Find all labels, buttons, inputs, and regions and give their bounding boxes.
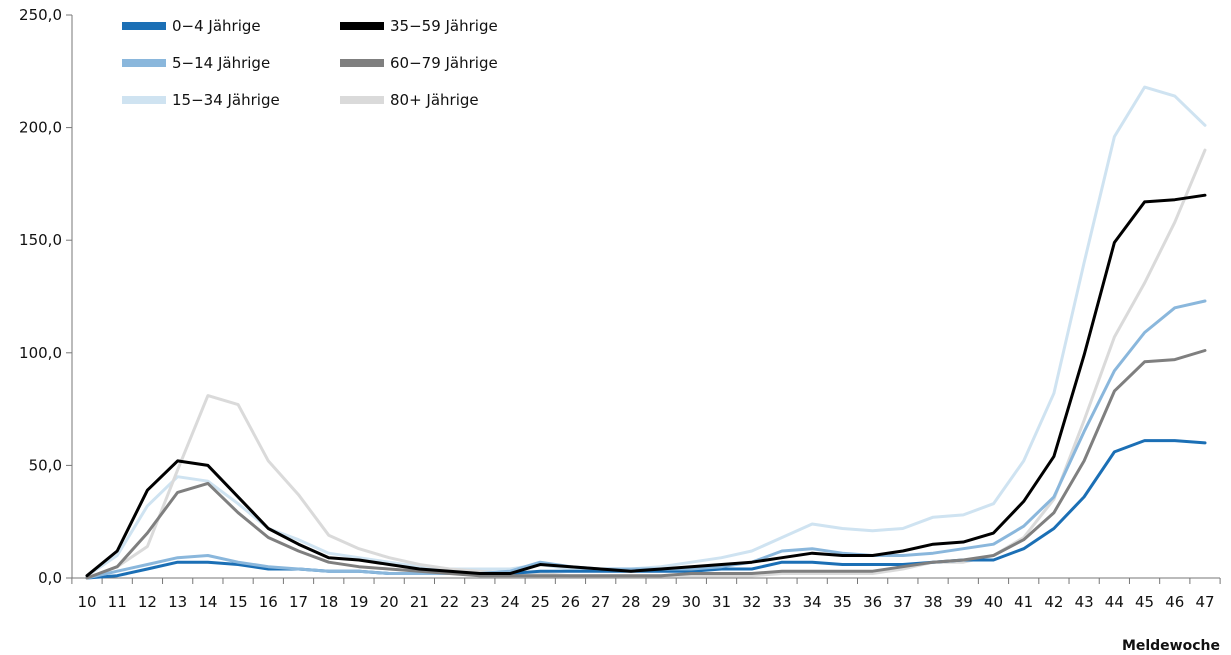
series-layer <box>85 85 1207 580</box>
legend: 0−4 Jährige 35−59 Jährige 5−14 Jährige 60−7… <box>122 17 498 109</box>
legend-label: 80+ Jährige <box>390 91 479 109</box>
legend-swatch <box>340 59 384 67</box>
x-tick-label: 43 <box>1075 593 1094 611</box>
x-tick-label: 46 <box>1165 593 1184 611</box>
legend-label: 35−59 Jährige <box>390 17 498 35</box>
y-tick-label: 100,0 <box>19 344 62 362</box>
legend-swatch <box>340 22 384 30</box>
y-tick-label: 250,0 <box>19 6 62 24</box>
x-tick-label: 27 <box>591 593 610 611</box>
y-tick-label: 0,0 <box>38 569 62 587</box>
x-tick-label: 19 <box>349 593 368 611</box>
x-tick-label: 23 <box>470 593 489 611</box>
legend-label: 15−34 Jährige <box>172 91 280 109</box>
y-tick-label: 150,0 <box>19 231 62 249</box>
x-tick-label: 41 <box>1014 593 1033 611</box>
series-line-35-59-j-hrige <box>85 193 1207 578</box>
x-tick-label: 40 <box>984 593 1003 611</box>
x-tick-label: 16 <box>259 593 278 611</box>
x-tick-label: 33 <box>772 593 791 611</box>
legend-label: 0−4 Jährige <box>172 17 261 35</box>
x-axis: 10 11 12 13 14 15 16 17 18 19 20 21 22 23 24 25 26 27 28 29… <box>71 577 1221 611</box>
x-tick-label: 26 <box>561 593 580 611</box>
y-tick-label: 200,0 <box>19 119 62 137</box>
x-tick-label: 34 <box>803 593 822 611</box>
x-tick-label: 20 <box>380 593 399 611</box>
series-line-15-34-j-hrige <box>85 85 1207 578</box>
x-tick-label: 14 <box>198 593 217 611</box>
x-tick-label: 45 <box>1135 593 1154 611</box>
legend-swatch <box>122 59 166 67</box>
x-tick-label: 37 <box>893 593 912 611</box>
legend-swatch <box>122 22 166 30</box>
x-tick-label: 39 <box>954 593 973 611</box>
legend-swatch <box>122 96 166 104</box>
x-tick-label: 22 <box>440 593 459 611</box>
x-tick-label: 10 <box>77 593 96 611</box>
x-tick-label: 29 <box>652 593 671 611</box>
x-tick-label: 11 <box>108 593 127 611</box>
series-line-0-4-j-hrige <box>85 439 1207 580</box>
x-tick-label: 42 <box>1044 593 1063 611</box>
x-tick-label: 24 <box>500 593 519 611</box>
x-tick-label: 44 <box>1105 593 1124 611</box>
x-tick-label: 35 <box>833 593 852 611</box>
x-axis-title: Meldewoche <box>1122 638 1220 654</box>
y-tick-label: 50,0 <box>29 456 62 474</box>
x-tick-label: 12 <box>138 593 157 611</box>
x-tick-label: 17 <box>289 593 308 611</box>
x-tick-label: 30 <box>682 593 701 611</box>
x-tick-label: 31 <box>712 593 731 611</box>
x-tick-label: 36 <box>863 593 882 611</box>
y-axis-ticks: 0,0 50,0 100,0 150,0 200,0 250,0 <box>19 6 73 587</box>
x-tick-label: 28 <box>621 593 640 611</box>
legend-label: 5−14 Jährige <box>172 54 270 72</box>
x-tick-label: 38 <box>924 593 943 611</box>
legend-label: 60−79 Jährige <box>390 54 498 72</box>
x-tick-label: 47 <box>1195 593 1214 611</box>
x-tick-label: 18 <box>319 593 338 611</box>
series-line-60-79-j-hrige <box>85 349 1207 580</box>
legend-swatch <box>340 96 384 104</box>
x-tick-label: 15 <box>229 593 248 611</box>
series-line-5-14-j-hrige <box>85 299 1207 580</box>
x-tick-label: 21 <box>410 593 429 611</box>
x-tick-label: 32 <box>742 593 761 611</box>
x-tick-label: 25 <box>531 593 550 611</box>
x-tick-label: 13 <box>168 593 187 611</box>
